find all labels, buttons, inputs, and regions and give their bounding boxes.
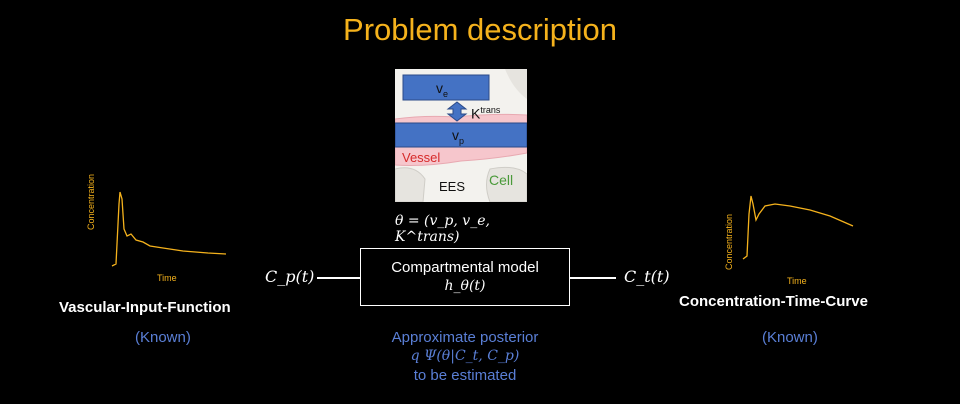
- posterior-formula: q Ψ(θ|C_t, C_p): [410, 348, 520, 364]
- slide-title: Problem description: [343, 12, 617, 47]
- input-connector: [317, 277, 360, 279]
- input-symbol: C_p(t): [265, 267, 315, 286]
- vp-label: vp: [452, 127, 465, 146]
- vif-ylabel: Concentration: [86, 173, 96, 230]
- posterior-line3: to be estimated: [413, 367, 517, 384]
- vif-xlabel: Time: [157, 273, 177, 283]
- vp-compartment: [395, 122, 527, 148]
- compartment-schematic: ve Ktrans vp Vessel EES Cell: [395, 69, 527, 202]
- ctc-ylabel: Concentration: [724, 213, 734, 270]
- ktrans-label: Ktrans: [471, 105, 501, 122]
- vessel-label: Vessel: [402, 150, 441, 165]
- schematic-drawing: [395, 69, 527, 202]
- vif-curve: [111, 191, 227, 267]
- vif-label: Vascular-Input-Function: [59, 299, 231, 316]
- cell-label: Cell: [489, 172, 514, 188]
- model-title: Compartmental model: [391, 259, 539, 276]
- output-symbol: C_t(t): [624, 267, 670, 286]
- ctc-xlabel: Time: [787, 276, 807, 286]
- posterior-line1: Approximate posterior: [391, 329, 539, 346]
- output-connector: [570, 277, 616, 279]
- model-function: h_θ(t): [444, 278, 486, 294]
- theta-formula: θ = (v_p, v_e, K^trans): [395, 213, 490, 245]
- ve-compartment: [402, 74, 490, 101]
- ctc-curve-plot: [742, 195, 854, 260]
- vif-curve-plot: [111, 191, 227, 267]
- ees-label: EES: [439, 179, 466, 194]
- ctc-known: (Known): [762, 329, 818, 346]
- ve-label: ve: [436, 80, 449, 99]
- vif-known: (Known): [135, 329, 191, 346]
- ctc-curve: [742, 195, 854, 260]
- compartmental-model-box: Compartmental model h_θ(t): [360, 248, 570, 306]
- posterior-text: Approximate posterior q Ψ(θ|C_t, C_p) to…: [350, 328, 580, 385]
- ctc-label: Concentration-Time-Curve: [679, 293, 868, 310]
- exchange-arrow-icon: [446, 101, 468, 122]
